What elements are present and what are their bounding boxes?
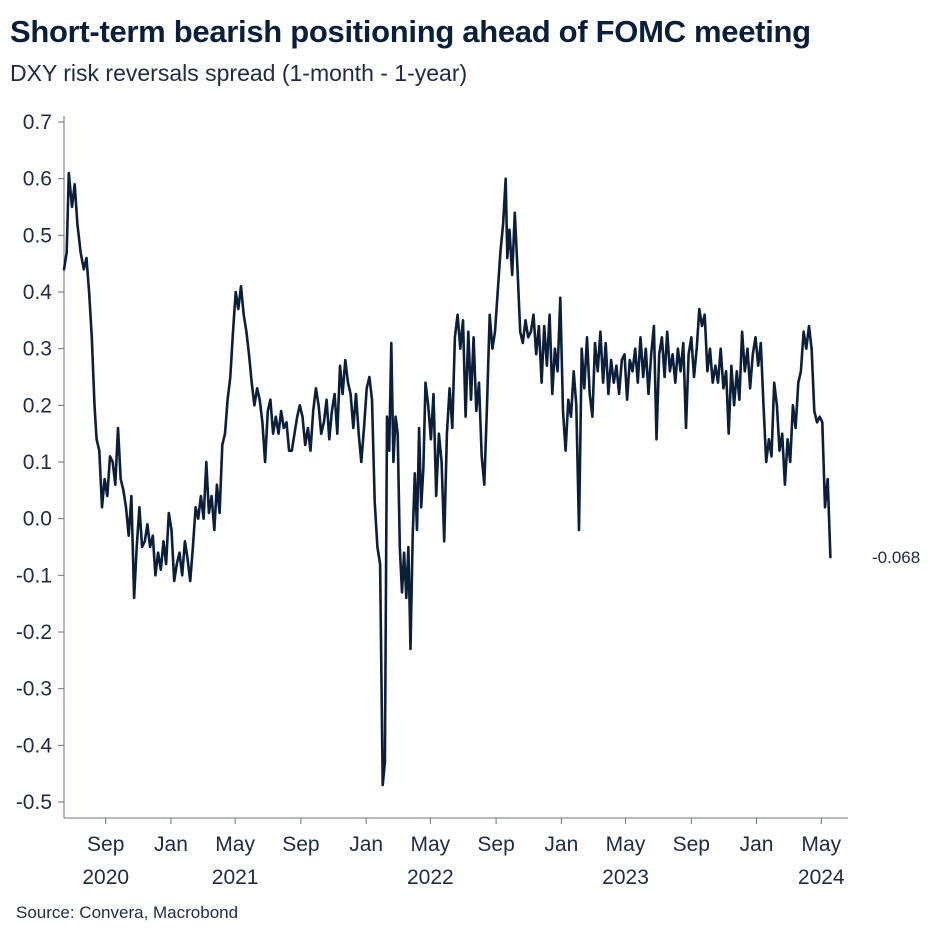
x-tick-label: Jan <box>154 833 188 856</box>
x-tick-label: May <box>215 833 255 856</box>
x-tick-label: May <box>801 833 841 856</box>
x-tick-label: Sep <box>87 833 124 856</box>
y-tick-label: 0.7 <box>23 111 52 134</box>
y-tick-label: 0.2 <box>23 394 52 417</box>
series-line <box>62 171 832 787</box>
chart-subtitle: DXY risk reversals spread (1-month - 1-y… <box>10 60 468 86</box>
x-tick-label: Sep <box>477 833 514 856</box>
y-tick-label: 0.3 <box>23 338 52 361</box>
x-tick-label: Jan <box>544 833 578 856</box>
chart-source: Source: Convera, Macrobond <box>16 903 239 922</box>
x-year-label: 2020 <box>82 866 129 889</box>
x-tick-label: Sep <box>673 833 710 856</box>
x-year-label: 2023 <box>602 866 649 889</box>
x-year-label: 2021 <box>212 866 259 889</box>
x-axis: Sep 2020 Jan May 2021 Sep Jan May 2022 Sep Jan May 2… <box>64 817 848 889</box>
y-tick-label: 0.5 <box>23 224 52 247</box>
x-tick-label: Jan <box>740 833 774 856</box>
x-tick-label: Sep <box>282 833 319 856</box>
y-tick-label: -0.1 <box>16 564 52 587</box>
y-tick-label: 0.6 <box>23 168 52 191</box>
x-tick-label: May <box>410 833 450 856</box>
x-year-label: 2024 <box>798 866 845 889</box>
x-tick-label: Jan <box>349 833 383 856</box>
y-tick-label: -0.5 <box>16 791 52 814</box>
y-axis: 0.7 0.6 0.5 0.4 0.3 0.2 0.1 0.0 -0.1 -0.2 -0.3 -0.4… <box>16 111 65 818</box>
x-year-label: 2022 <box>407 866 454 889</box>
y-tick-label: 0.4 <box>23 281 53 304</box>
y-tick-label: 0.0 <box>23 508 52 531</box>
y-tick-label: 0.1 <box>23 451 52 474</box>
x-tick-label: May <box>606 833 646 856</box>
y-tick-label: -0.2 <box>16 621 52 644</box>
y-tick-label: -0.3 <box>16 678 52 701</box>
chart-title: Short-term bearish positioning ahead of … <box>10 14 811 49</box>
end-value-label: -0.068 <box>872 548 920 567</box>
y-tick-label: -0.4 <box>16 734 53 757</box>
series-layer <box>62 171 832 787</box>
